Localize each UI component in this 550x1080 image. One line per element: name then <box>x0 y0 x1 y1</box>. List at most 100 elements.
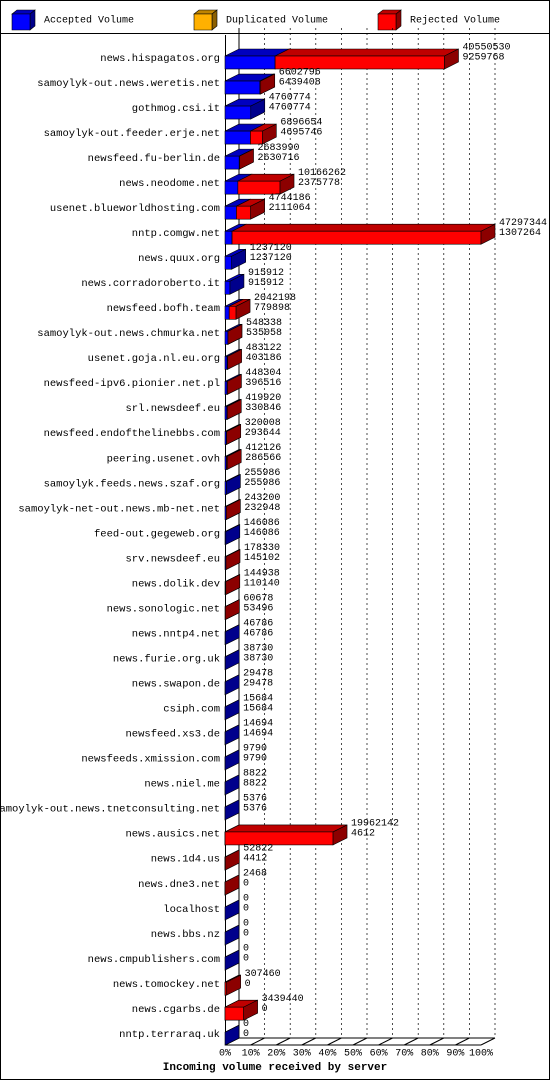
bar-accepted-face <box>224 105 252 120</box>
value-label: 29478 <box>243 678 273 689</box>
bar-rejected-face <box>231 223 496 232</box>
legend-swatch-face <box>11 13 31 31</box>
floor-tick <box>403 1037 419 1046</box>
legend-swatch <box>377 9 402 31</box>
value-label: 2375778 <box>298 178 340 189</box>
value-label: 0 <box>262 1004 268 1015</box>
x-tick-label: 30% <box>293 1049 311 1060</box>
x-tick-label: 60% <box>370 1049 388 1060</box>
value-label: 396516 <box>245 378 281 389</box>
bar-accepted-face <box>224 155 240 170</box>
value-label: 46786 <box>243 628 273 639</box>
value-label: 5376 <box>243 804 267 815</box>
bar-accepted <box>224 949 240 971</box>
value-label: 110140 <box>244 578 280 589</box>
bar-rejected <box>236 198 265 220</box>
bar-rejected-face <box>226 499 241 521</box>
y-tick-label: csiph.com <box>163 704 220 716</box>
bar-accepted-face <box>224 699 240 721</box>
legend-swatch-face <box>377 13 397 31</box>
value-label: 483122 <box>246 343 282 354</box>
value-label: 4744186 <box>269 193 311 204</box>
bar-rejected <box>259 73 276 95</box>
bar-rejected-face <box>227 348 242 370</box>
bar-rejected <box>226 373 242 395</box>
value-label: 6896654 <box>280 118 322 129</box>
value-label: 8822 <box>243 769 267 780</box>
y-tick-label: news.corradoroberto.it <box>81 278 220 290</box>
value-label: 548338 <box>246 318 282 329</box>
value-label: 60678 <box>243 593 273 604</box>
bar-accepted-face <box>229 273 245 295</box>
bar-rejected-face <box>224 831 334 846</box>
value-label: 38730 <box>243 653 273 664</box>
bar-rejected-face <box>227 323 243 345</box>
y-tick-label: usenet.blueworldhosting.com <box>50 203 220 215</box>
legend-swatch <box>193 9 218 31</box>
value-label: 10166262 <box>298 168 346 179</box>
bar-rejected <box>224 999 258 1021</box>
bar-rejected <box>224 849 240 871</box>
y-tick-label: news.nntp4.net <box>132 628 220 640</box>
y-tick-label: news.sonologic.net <box>107 603 220 615</box>
y-tick-label: newsfeed.fu-berlin.de <box>88 153 220 165</box>
bar-rejected <box>224 874 240 896</box>
y-tick-label: samoylyk-out.feeder.erje.net <box>44 128 220 140</box>
value-label: 255986 <box>244 478 280 489</box>
value-label: 144938 <box>244 568 280 579</box>
value-label: 4695746 <box>280 128 322 139</box>
bar-accepted-face <box>224 55 276 70</box>
value-label: 14694 <box>243 728 273 739</box>
bar-rejected-face <box>480 223 496 245</box>
y-tick-label: samoylyk.feeds.news.szaf.org <box>44 478 220 490</box>
legend-swatch <box>11 9 36 31</box>
y-tick-label: newsfeed-ipv6.pionier.net.pl <box>44 378 220 390</box>
bar-rejected-face <box>224 1006 244 1021</box>
floor-tick <box>301 1037 317 1046</box>
bar-rejected <box>250 123 277 145</box>
value-label: 320008 <box>245 418 281 429</box>
y-tick-label: localhost <box>163 904 220 916</box>
bar-rejected <box>227 323 243 345</box>
value-label: 2468 <box>243 869 267 880</box>
y-tick-label: peering.usenet.ovh <box>107 453 220 465</box>
bar-accepted-face <box>224 624 240 646</box>
value-label: 419920 <box>245 393 281 404</box>
value-label: 145102 <box>244 553 280 564</box>
y-tick-label: news.dne3.net <box>138 879 220 891</box>
bar-accepted-face <box>224 331 229 345</box>
bar-rejected-face <box>243 999 258 1021</box>
bar-accepted-face <box>224 80 261 95</box>
bar-rejected <box>226 448 242 470</box>
value-label: 146086 <box>244 528 280 539</box>
bar-rejected-face <box>250 198 265 220</box>
bar-accepted-face <box>224 205 237 220</box>
bar-accepted <box>224 924 240 946</box>
value-label: 0 <box>243 1019 249 1030</box>
value-label: 2630716 <box>258 153 300 164</box>
y-tick-label: news.ausics.net <box>125 829 220 841</box>
bar-accepted <box>224 1024 240 1046</box>
y-tick-label: news.cmpublishers.com <box>88 954 220 966</box>
y-tick-label: news.cgarbs.de <box>132 1004 220 1016</box>
bar-accepted <box>224 724 240 746</box>
bar-accepted <box>224 98 266 120</box>
y-tick-label: newsfeed.endofthelinebbs.com <box>44 428 220 440</box>
value-label: 4612 <box>351 829 375 840</box>
value-label: 4760774 <box>269 103 311 114</box>
y-tick-label: news.bbs.nz <box>151 929 220 941</box>
bar-rejected <box>224 824 348 846</box>
value-label: 535058 <box>246 328 282 339</box>
value-label: 146086 <box>244 518 280 529</box>
y-tick-label: news.1d4.us <box>151 854 220 866</box>
value-label: 448304 <box>245 368 281 379</box>
value-label: 0 <box>243 929 249 940</box>
value-label: 286566 <box>245 453 281 464</box>
y-tick-label: news.swapon.de <box>132 679 220 691</box>
legend-label: Rejected Volume <box>410 15 500 27</box>
bar-rejected <box>226 398 242 420</box>
value-label: 330846 <box>245 403 281 414</box>
value-label: 52822 <box>243 844 273 855</box>
value-label: 46786 <box>243 618 273 629</box>
x-tick-label: 50% <box>344 1049 362 1060</box>
